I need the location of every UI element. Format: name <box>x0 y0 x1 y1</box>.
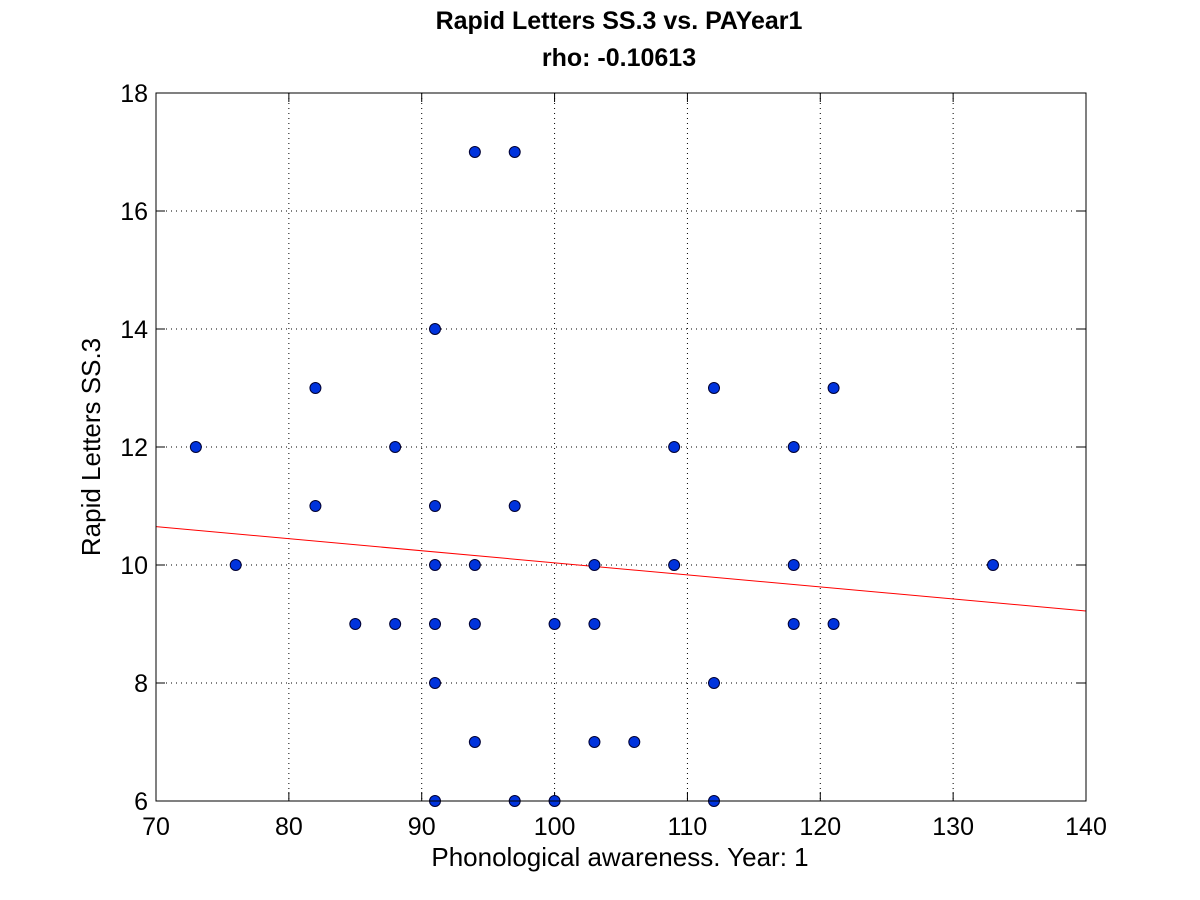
plot-border <box>155 92 1087 802</box>
y-tick-label: 18 <box>120 80 148 108</box>
data-point <box>628 736 641 748</box>
data-point <box>588 736 601 748</box>
x-tick-label: 70 <box>142 813 170 841</box>
chart-subtitle: rho: -0.10613 <box>542 44 696 72</box>
data-point <box>827 618 840 630</box>
data-point <box>708 677 720 689</box>
x-tick-label: 110 <box>667 813 707 841</box>
x-tick-label: 90 <box>408 813 436 841</box>
data-point <box>389 618 402 630</box>
y-tick-label: 8 <box>134 670 148 698</box>
data-point <box>508 500 521 512</box>
data-point <box>389 441 402 453</box>
data-point <box>787 559 800 571</box>
y-tick-labels: 6 8 10 12 14 16 18 <box>120 80 148 816</box>
y-axis-label: Rapid Letters SS.3 <box>76 338 106 556</box>
x-tick-label: 130 <box>932 813 974 841</box>
data-point <box>668 559 681 571</box>
x-tick-label: 80 <box>275 813 303 841</box>
x-tick-label: 120 <box>799 813 841 841</box>
data-point <box>588 618 601 630</box>
regression-line <box>155 526 1087 612</box>
data-point <box>429 618 441 630</box>
x-tick-label: 140 <box>1065 813 1107 841</box>
data-point <box>468 618 481 630</box>
y-tick-label: 6 <box>134 788 148 816</box>
data-point <box>309 500 322 512</box>
y-tick-label: 12 <box>120 434 148 462</box>
x-tick-label: 100 <box>534 813 576 841</box>
data-point <box>548 618 561 630</box>
data-point <box>987 559 999 571</box>
y-tick-label: 16 <box>120 198 148 226</box>
data-point <box>787 618 800 630</box>
data-point <box>349 618 362 630</box>
data-point <box>468 559 481 571</box>
data-point <box>708 382 720 394</box>
data-point <box>429 500 441 512</box>
data-point <box>588 559 601 571</box>
x-axis-label: Phonological awareness. Year: 1 <box>431 842 808 872</box>
data-point <box>668 441 681 453</box>
data-point <box>468 736 481 748</box>
y-tick-label: 14 <box>120 316 148 344</box>
fit-line-layer <box>155 526 1087 612</box>
data-point <box>429 677 441 689</box>
data-point <box>309 382 322 394</box>
data-point <box>827 382 840 394</box>
data-point <box>468 146 481 158</box>
x-tick-labels: 70 80 90 100 110 120 130 140 <box>142 813 1107 841</box>
data-point <box>508 146 521 158</box>
data-point <box>429 323 441 335</box>
data-point <box>429 559 441 571</box>
data-point <box>229 559 242 571</box>
data-point <box>189 441 202 453</box>
data-point <box>787 441 800 453</box>
grid-lines <box>156 93 1086 801</box>
chart-title: Rapid Letters SS.3 vs. PAYear1 <box>436 7 803 35</box>
y-tick-label: 10 <box>120 552 148 580</box>
